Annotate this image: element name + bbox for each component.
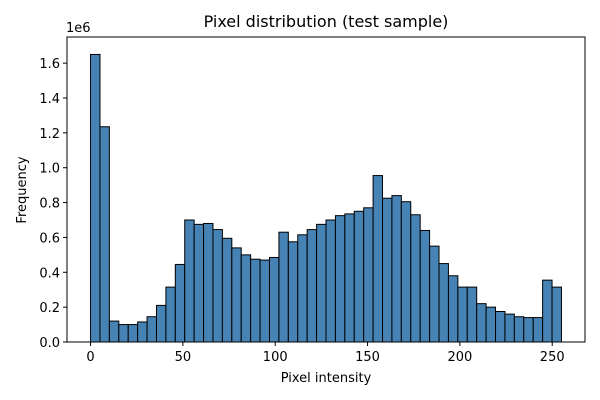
x-tick-label: 250 (540, 350, 565, 365)
histogram-bar (466, 286, 478, 343)
y-axis-title: Frequency (15, 156, 30, 223)
histogram-bar (137, 321, 148, 343)
histogram-bar (429, 245, 440, 343)
histogram-bar (127, 324, 139, 343)
histogram-bar (297, 234, 308, 343)
histogram-bar (542, 279, 553, 343)
histogram-bar (513, 316, 525, 343)
histogram-bar (457, 286, 468, 343)
x-axis-ticks: 0 50 100 150 200 250 (86, 342, 565, 365)
plot-frame (66, 36, 586, 343)
y-tick-label: 1.2 (39, 127, 60, 142)
histogram-bar (174, 263, 186, 343)
histogram-bar (193, 223, 205, 343)
x-tick-label: 150 (355, 350, 380, 365)
histogram-bar (118, 324, 129, 343)
histogram-bar (90, 53, 101, 343)
histogram-bar (155, 304, 167, 343)
histogram-bar (485, 306, 497, 343)
histogram-bar (278, 231, 289, 343)
y-axis-ticks: 0.0 0.2 0.4 0.6 0.8 1.0 1.2 1.4 1.6 (39, 57, 67, 351)
histogram-bar (221, 237, 233, 343)
histogram-bar (363, 207, 374, 343)
histogram-bar (410, 214, 421, 343)
histogram-bar (250, 258, 261, 343)
y-tick-label: 0.4 (39, 266, 60, 281)
histogram-bar (184, 219, 195, 343)
y-tick-label: 0.0 (39, 336, 60, 351)
histogram-bar (551, 286, 562, 343)
histogram-bar (146, 316, 157, 343)
y-tick-label: 0.6 (39, 231, 60, 246)
histogram-bar (495, 311, 506, 343)
y-tick-label: 0.2 (39, 301, 60, 316)
histogram-bars (90, 53, 562, 343)
histogram-bar (438, 263, 449, 343)
histogram-bar (532, 317, 544, 343)
x-tick-label: 200 (447, 350, 472, 365)
histogram-bar (231, 247, 242, 343)
y-tick-label: 1.6 (39, 57, 60, 72)
histogram-bar (287, 241, 299, 343)
histogram-bar (447, 275, 459, 343)
histogram-bar (316, 223, 327, 343)
histogram-bar (372, 175, 384, 343)
histogram-bar (99, 126, 110, 343)
histogram-bar (476, 303, 487, 343)
histogram-bar (523, 317, 534, 343)
histogram-bar (268, 256, 280, 343)
x-tick-label: 0 (86, 350, 94, 365)
histogram-bar (306, 229, 318, 343)
histogram-bar (203, 222, 214, 343)
x-axis-title: Pixel intensity (281, 371, 372, 386)
histogram-bar (344, 213, 355, 343)
histogram-bar (334, 215, 346, 343)
y-tick-label: 0.8 (39, 197, 60, 212)
chart-title: Pixel distribution (test sample) (204, 12, 449, 31)
y-axis-offset-label: 1e6 (66, 21, 91, 36)
histogram-bar (259, 259, 270, 343)
x-tick-label: 100 (263, 350, 288, 365)
histogram-bar (400, 201, 412, 343)
histogram-bar (212, 229, 223, 343)
histogram-bar (325, 219, 336, 343)
y-tick-label: 1.4 (39, 92, 60, 107)
x-tick-label: 50 (175, 350, 192, 365)
histogram-bar (353, 210, 365, 343)
histogram-bar (108, 320, 120, 343)
histogram-bar (504, 313, 515, 343)
histogram-bar (419, 229, 431, 343)
histogram-bar (391, 195, 402, 343)
histogram-bar (165, 286, 176, 343)
histogram-bar (240, 254, 252, 343)
histogram-bar (382, 197, 393, 343)
y-tick-label: 1.0 (39, 162, 60, 177)
